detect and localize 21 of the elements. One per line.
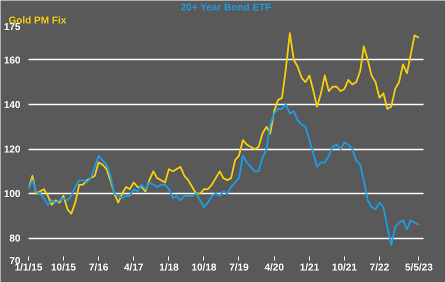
text: 20+ Year Bond ETF xyxy=(180,2,272,14)
x-tick-label: 1/21 xyxy=(300,262,320,274)
x-tick-label: 10/15 xyxy=(50,262,76,274)
y-tick-label: 175 xyxy=(4,22,21,33)
y-tick-label: 120 xyxy=(4,144,21,156)
x-tick-label: 4/17 xyxy=(124,262,144,274)
y-tick-label: 100 xyxy=(4,189,21,200)
y-tick-label: 140 xyxy=(4,100,21,111)
x-tick-label: 7/19 xyxy=(229,262,250,274)
line-series xyxy=(28,32,420,215)
y-tick-label: 160 xyxy=(4,55,21,66)
x-tick-label: 4/20 xyxy=(264,262,284,274)
x-tick-label: 5/5/23 xyxy=(404,262,434,274)
x-tick-label: 10/18 xyxy=(191,262,217,274)
line-series xyxy=(28,104,420,246)
y-tick-label: 80 xyxy=(9,234,21,245)
x-tick-label: 1/18 xyxy=(159,262,180,274)
x-tick-label: 1/1/15 xyxy=(14,262,43,274)
x-tick-label: 10/21 xyxy=(332,262,358,274)
x-tick-label: 7/22 xyxy=(370,262,390,274)
x-tick-label: 7/16 xyxy=(88,262,109,274)
